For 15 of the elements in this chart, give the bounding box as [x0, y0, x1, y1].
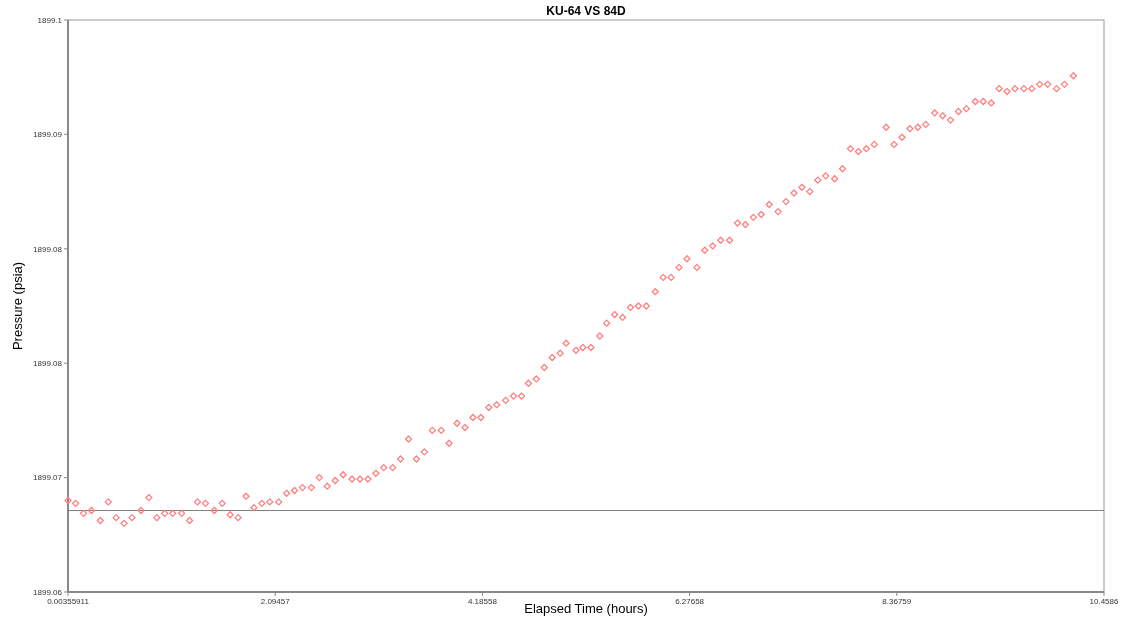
x-tick-label: 10.4586 — [1089, 597, 1120, 606]
x-axis-title: Elapsed Time (hours) — [524, 601, 648, 616]
y-tick-label: 1899.07 — [33, 473, 63, 483]
x-tick-label: 0.00355911 — [47, 597, 90, 606]
x-tick-label: 6.27658 — [675, 597, 705, 606]
chart-title: KU-64 VS 84D — [546, 4, 627, 18]
y-tick-label: 1899.1 — [37, 15, 63, 25]
y-tick-label: 1899.08 — [33, 244, 63, 254]
y-axis-title: Pressure (psia) — [10, 261, 25, 351]
x-tick-label: 2.09457 — [260, 597, 291, 606]
y-tick-label: 1899.09 — [33, 130, 63, 140]
x-tick-label: 8.36759 — [882, 597, 912, 606]
y-tick-label: 1899.06 — [33, 587, 63, 597]
y-tick-label: 1899.08 — [33, 359, 63, 368]
x-tick-label: 4.18558 — [467, 597, 498, 606]
